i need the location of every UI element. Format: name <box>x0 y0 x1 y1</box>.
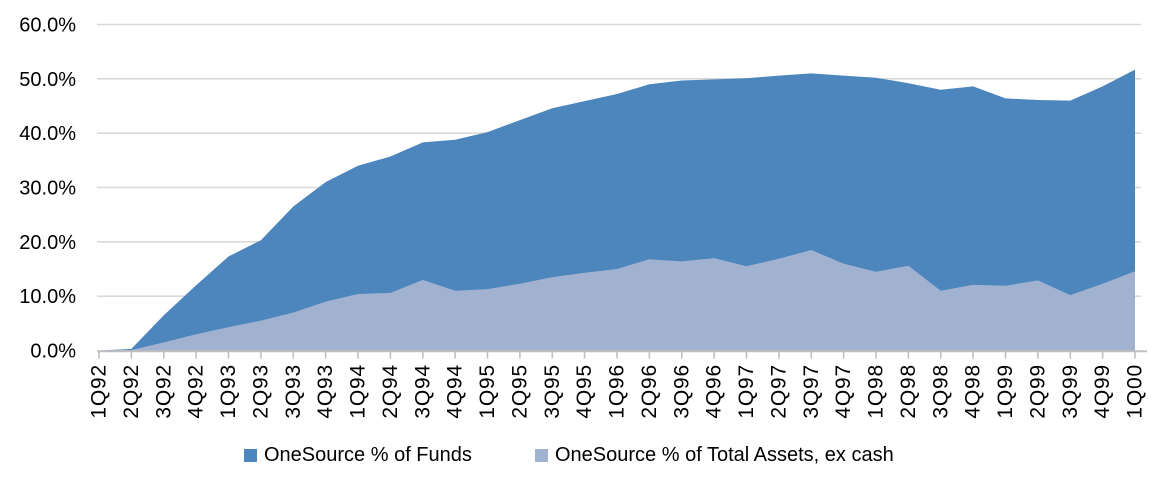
x-tick-label: 3Q92 <box>152 364 175 419</box>
x-tick-label: 3Q97 <box>800 364 823 419</box>
x-tick-label: 2Q93 <box>249 364 272 419</box>
x-tick-label: 2Q96 <box>638 364 661 419</box>
x-tick-label: 3Q99 <box>1059 364 1082 419</box>
x-tick-label: 1Q92 <box>88 364 111 419</box>
total-assets-series-swatch <box>535 448 548 462</box>
x-tick-label: 4Q92 <box>185 364 208 419</box>
chart-legend: OneSource % of Funds OneSource % of Tota… <box>0 445 1152 475</box>
x-tick-label: 1Q00 <box>1124 364 1147 419</box>
y-tick-label: 40.0% <box>19 123 76 145</box>
x-tick-label: 3Q94 <box>411 364 434 419</box>
funds-series-label: OneSource % of Funds <box>264 444 472 466</box>
legend-item-funds: OneSource % of Funds <box>244 445 472 465</box>
y-tick-label: 30.0% <box>19 178 76 200</box>
x-tick-label: 1Q93 <box>217 364 240 419</box>
x-tick-label: 1Q95 <box>476 364 499 419</box>
x-tick-label: 2Q97 <box>767 364 790 419</box>
x-tick-label: 2Q99 <box>1026 364 1049 419</box>
x-tick-label: 1Q96 <box>606 364 629 419</box>
x-tick-label: 4Q95 <box>573 364 596 419</box>
x-tick-label: 1Q97 <box>735 364 758 419</box>
funds-series-swatch <box>244 448 257 462</box>
y-tick-label: 10.0% <box>19 286 76 308</box>
x-tick-label: 3Q96 <box>670 364 693 419</box>
x-tick-label: 2Q98 <box>897 364 920 419</box>
x-tick-label: 4Q94 <box>444 364 467 419</box>
y-tick-label: 0.0% <box>30 341 76 363</box>
total-assets-area <box>99 250 1135 351</box>
x-tick-label: 2Q95 <box>508 364 531 419</box>
x-tick-label: 4Q96 <box>703 364 726 419</box>
x-tick-label: 3Q93 <box>282 364 305 419</box>
x-tick-label: 4Q98 <box>962 364 985 419</box>
y-tick-label: 20.0% <box>19 232 76 254</box>
total-assets-series-label: OneSource % of Total Assets, ex cash <box>555 444 894 466</box>
legend-item-total-assets: OneSource % of Total Assets, ex cash <box>535 445 894 465</box>
x-tick-label: 4Q93 <box>314 364 337 419</box>
x-tick-label: 4Q97 <box>832 364 855 419</box>
x-tick-label: 2Q94 <box>379 364 402 419</box>
y-axis-labels: 0.0% 10.0% 20.0% 30.0% 40.0% 50.0% 60.0% <box>19 15 76 363</box>
x-tick-label: 1Q94 <box>347 364 370 419</box>
x-tick-label: 2Q92 <box>120 364 143 419</box>
x-axis-labels: 1Q92 2Q92 3Q92 4Q92 1Q93 2Q93 3Q93 4Q93 1Q94 2Q94… <box>88 364 1147 419</box>
x-axis <box>97 350 1147 359</box>
x-tick-label: 4Q99 <box>1091 364 1114 419</box>
x-tick-label: 3Q95 <box>541 364 564 419</box>
series-areas <box>99 69 1135 351</box>
x-tick-label: 3Q98 <box>929 364 952 419</box>
x-tick-label: 1Q98 <box>865 364 888 419</box>
y-tick-label: 50.0% <box>19 69 76 91</box>
x-tick-label: 1Q99 <box>994 364 1017 419</box>
y-tick-label: 60.0% <box>19 15 76 37</box>
